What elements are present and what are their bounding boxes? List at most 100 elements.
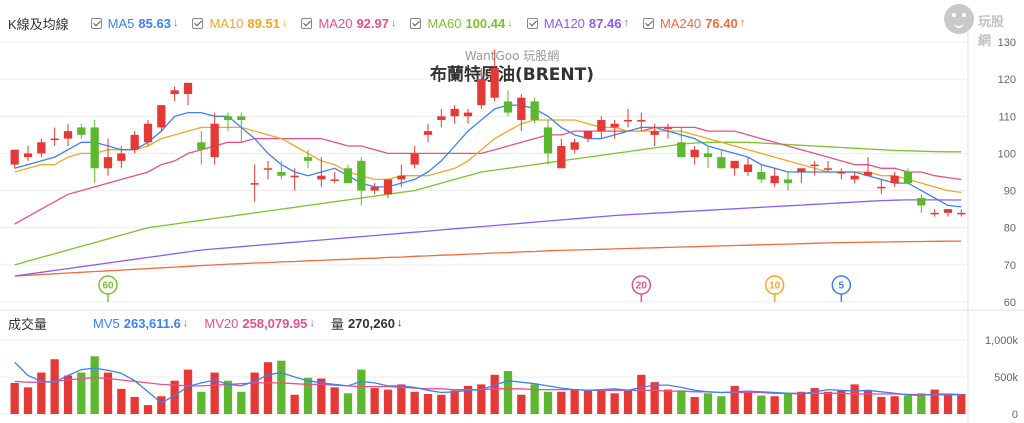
candle bbox=[290, 175, 299, 178]
arrow-down-icon: ↓ bbox=[309, 317, 315, 329]
volume-bar bbox=[263, 362, 273, 414]
volume-bar bbox=[663, 389, 673, 414]
legend-ma240[interactable]: MA240 76.40 ↑ bbox=[642, 15, 746, 31]
checkbox-icon[interactable] bbox=[301, 17, 313, 29]
candle bbox=[130, 134, 139, 150]
candle bbox=[743, 164, 753, 172]
volume-bar bbox=[223, 380, 233, 414]
candle bbox=[397, 175, 406, 180]
volume-bar bbox=[183, 369, 193, 414]
candle bbox=[410, 153, 419, 165]
legend-ma120[interactable]: MA120 87.46 ↑ bbox=[526, 15, 629, 31]
arrow-up-icon: ↑ bbox=[739, 17, 746, 29]
brand-text: 玩股網 bbox=[978, 14, 1005, 48]
candle bbox=[223, 116, 233, 120]
candle bbox=[677, 142, 686, 158]
marker-label: 5 bbox=[839, 281, 845, 292]
candle bbox=[517, 97, 526, 120]
volume-bar bbox=[370, 388, 379, 414]
arrow-down-icon: ↓ bbox=[281, 17, 288, 29]
volume-bar bbox=[597, 389, 606, 414]
volume-bar bbox=[503, 371, 513, 414]
volume-bar bbox=[583, 390, 593, 414]
volume-bar bbox=[677, 390, 686, 414]
y-tick-label: 110 bbox=[998, 111, 1016, 123]
candle bbox=[850, 175, 859, 180]
volume-label: 量 bbox=[330, 316, 344, 332]
volume-bar bbox=[383, 389, 393, 414]
chart-title: 布蘭特原油(BRENT) bbox=[430, 64, 594, 85]
ma5-line bbox=[14, 104, 962, 208]
candle bbox=[503, 101, 513, 113]
volume-bar bbox=[517, 394, 526, 414]
volume-bar bbox=[570, 389, 579, 414]
checkbox-icon[interactable] bbox=[192, 17, 204, 29]
volume-bar bbox=[37, 372, 46, 414]
legend-value: 85.63 bbox=[138, 15, 171, 31]
volume-bar bbox=[130, 396, 139, 414]
volume-bar bbox=[757, 395, 766, 414]
checkbox-icon[interactable] bbox=[90, 17, 102, 29]
legend-label: MA5 bbox=[107, 15, 135, 31]
arrow-down-icon: ↓ bbox=[507, 17, 513, 29]
candle bbox=[317, 175, 326, 180]
candle bbox=[117, 153, 126, 161]
marker-label: 10 bbox=[769, 281, 781, 292]
candle bbox=[543, 127, 553, 154]
y-tick-label: 70 bbox=[1004, 260, 1016, 272]
candle bbox=[477, 79, 486, 106]
candle bbox=[863, 172, 873, 176]
candle bbox=[877, 186, 886, 189]
candle bbox=[330, 179, 339, 181]
volume-bar bbox=[303, 377, 313, 414]
mv20-line bbox=[14, 377, 962, 396]
volume-bar bbox=[103, 372, 113, 414]
volume-bar bbox=[277, 360, 286, 414]
ma240-line bbox=[14, 240, 962, 277]
legend-value: 76.40 bbox=[705, 15, 738, 31]
candle bbox=[450, 108, 459, 117]
volume-bar bbox=[850, 384, 859, 414]
volume-bar bbox=[783, 393, 793, 414]
volume-bar bbox=[810, 388, 819, 414]
volume-bar bbox=[63, 375, 73, 414]
candle bbox=[890, 175, 899, 184]
y-tick-label: 120 bbox=[998, 74, 1016, 86]
volume-bar bbox=[210, 372, 219, 414]
candle bbox=[343, 168, 353, 184]
brand-logo: 玩股網 bbox=[944, 4, 1016, 48]
volume-bar bbox=[477, 384, 486, 414]
legend-ma60[interactable]: MA60 100.44 ↓ bbox=[410, 16, 513, 31]
ma120-line bbox=[14, 199, 962, 277]
candle bbox=[957, 212, 966, 215]
legend-ma20[interactable]: MA20 92.97 ↓ bbox=[301, 16, 396, 31]
candle bbox=[77, 127, 86, 135]
legend-value: 89.51 bbox=[247, 15, 280, 31]
legend-value: 87.46 bbox=[588, 15, 622, 31]
candle bbox=[250, 183, 259, 185]
legend-ma5[interactable]: MA5 85.63 ↓ bbox=[90, 15, 179, 31]
arrow-down-icon: ↓ bbox=[172, 17, 179, 29]
legend-ma10[interactable]: MA10 89.51 ↓ bbox=[192, 16, 287, 31]
volume-tick-label: 0 bbox=[1012, 409, 1018, 421]
checkbox-icon[interactable] bbox=[526, 17, 538, 29]
checkbox-icon[interactable] bbox=[642, 17, 654, 29]
ma-legend-items: MA5 85.63 ↓ MA10 89.51 ↓ MA20 92.97 ↓ MA60 100.44 ↓… bbox=[90, 15, 760, 31]
y-tick-label: 100 bbox=[998, 148, 1016, 160]
volume-bar bbox=[197, 391, 206, 414]
candle bbox=[303, 157, 313, 161]
volume-bar bbox=[610, 393, 619, 414]
candle bbox=[583, 131, 593, 139]
ma60-line bbox=[14, 141, 962, 266]
checkbox-icon[interactable] bbox=[410, 17, 422, 29]
volume-bar bbox=[797, 391, 806, 414]
candle bbox=[757, 172, 766, 180]
candle bbox=[183, 82, 193, 94]
volume-value: 270,260 bbox=[347, 315, 395, 331]
candle bbox=[277, 172, 286, 176]
volume-bar bbox=[237, 391, 246, 414]
mv20-value: 258,079.95 bbox=[242, 315, 308, 331]
volume-bar bbox=[943, 394, 953, 414]
volume-bar bbox=[837, 390, 846, 414]
